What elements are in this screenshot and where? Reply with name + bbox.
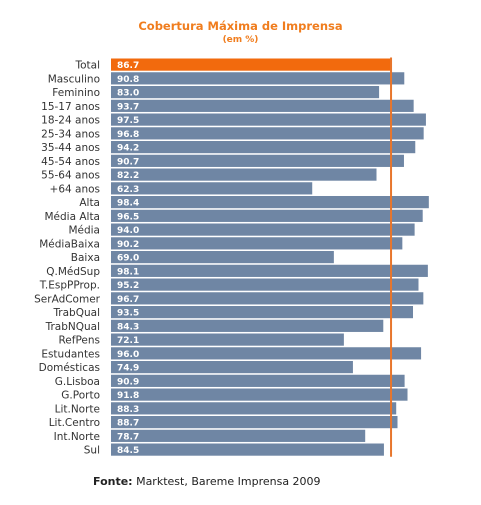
value-label-2: 83.0	[117, 89, 139, 99]
category-label-3: 15-17 anos	[41, 101, 100, 113]
bar-24	[111, 388, 408, 401]
category-label-27: Int.Norte	[54, 431, 100, 443]
category-label-18: TrabQual	[52, 307, 100, 319]
bar-2	[111, 86, 380, 99]
category-label-16: T.EspPProp.	[39, 280, 100, 292]
source-note: Fonte: Marktest, Bareme Imprensa 2009	[93, 475, 321, 488]
category-label-17: SerAdComer	[34, 293, 101, 305]
source-text: Marktest, Bareme Imprensa 2009	[132, 475, 321, 488]
category-label-26: Lit.Centro	[49, 417, 100, 429]
value-label-27: 78.7	[117, 432, 139, 442]
bar-17	[111, 292, 424, 305]
value-label-15: 98.1	[117, 267, 139, 277]
value-label-22: 74.9	[117, 364, 139, 374]
category-label-2: Feminino	[52, 87, 100, 99]
value-label-19: 84.3	[117, 322, 139, 332]
value-label-5: 96.8	[117, 130, 139, 140]
value-label-0: 86.7	[117, 61, 139, 71]
value-label-17: 96.7	[117, 295, 139, 305]
bar-25	[111, 402, 397, 415]
bar-8	[111, 168, 377, 181]
bar-15	[111, 264, 428, 277]
bar-16	[111, 278, 419, 291]
bar-3	[111, 99, 414, 112]
value-label-8: 82.2	[117, 171, 139, 181]
chart-title: Cobertura Máxima de Imprensa	[138, 19, 343, 33]
bar-0	[111, 58, 392, 71]
category-label-22: Domésticas	[39, 362, 100, 374]
bar-13	[111, 237, 403, 250]
value-label-16: 95.2	[117, 281, 139, 291]
value-label-18: 93.5	[117, 309, 139, 319]
bar-20	[111, 333, 344, 346]
category-label-19: TrabNQual	[45, 321, 100, 333]
bar-26	[111, 416, 398, 429]
value-label-4: 97.5	[117, 116, 139, 126]
bar-19	[111, 319, 384, 332]
value-label-21: 96.0	[117, 350, 139, 360]
value-label-9: 62.3	[117, 185, 139, 195]
value-label-14: 69.0	[117, 254, 139, 264]
bar-23	[111, 374, 405, 387]
bar-27	[111, 429, 366, 442]
bar-22	[111, 361, 353, 374]
category-label-5: 25-34 anos	[41, 128, 100, 140]
category-label-4: 18-24 anos	[41, 115, 100, 127]
category-label-11: Média Alta	[44, 211, 100, 223]
value-label-7: 90.7	[117, 157, 139, 167]
bar-21	[111, 347, 422, 360]
bar-7	[111, 154, 404, 167]
bar-28	[111, 443, 384, 456]
value-label-20: 72.1	[117, 336, 139, 346]
value-label-28: 84.5	[117, 446, 139, 456]
category-label-12: Média	[68, 225, 100, 237]
bar-14	[111, 251, 334, 264]
value-label-25: 88.3	[117, 405, 139, 415]
value-label-1: 90.8	[117, 75, 139, 85]
bar-10	[111, 196, 429, 209]
category-label-0: Total	[74, 60, 100, 72]
category-label-8: 55-64 anos	[41, 170, 100, 182]
bar-9	[111, 182, 313, 195]
category-label-7: 45-54 anos	[41, 156, 100, 168]
value-label-12: 94.0	[117, 226, 139, 236]
value-label-10: 98.4	[117, 199, 139, 209]
value-label-11: 96.5	[117, 212, 139, 222]
category-label-6: 35-44 anos	[41, 142, 100, 154]
value-label-24: 91.8	[117, 391, 139, 401]
bar-1	[111, 72, 405, 85]
source-label: Fonte:	[93, 475, 133, 488]
category-label-1: Masculino	[48, 73, 100, 85]
bar-11	[111, 209, 423, 222]
value-label-13: 90.2	[117, 240, 139, 250]
bar-12	[111, 223, 415, 236]
chart-subtitle: (em %)	[222, 35, 259, 45]
category-label-25: Lit.Norte	[55, 403, 100, 415]
bar-18	[111, 306, 414, 319]
category-label-9: +64 anos	[50, 183, 100, 195]
category-label-13: MédiaBaixa	[39, 238, 100, 250]
value-label-3: 93.7	[117, 102, 139, 112]
bar-4	[111, 113, 426, 126]
value-label-26: 88.7	[117, 419, 139, 429]
category-label-20: RefPens	[58, 335, 100, 347]
category-label-24: G.Porto	[61, 390, 100, 402]
value-label-23: 90.9	[117, 377, 139, 387]
category-label-23: G.Lisboa	[55, 376, 100, 388]
value-label-6: 94.2	[117, 144, 139, 154]
bar-5	[111, 127, 424, 140]
bar-6	[111, 141, 416, 154]
category-label-28: Sul	[84, 445, 100, 457]
category-label-14: Baixa	[71, 252, 100, 264]
category-label-10: Alta	[79, 197, 100, 209]
category-label-15: Q.MédSup	[46, 266, 100, 278]
category-label-21: Estudantes	[41, 348, 100, 360]
